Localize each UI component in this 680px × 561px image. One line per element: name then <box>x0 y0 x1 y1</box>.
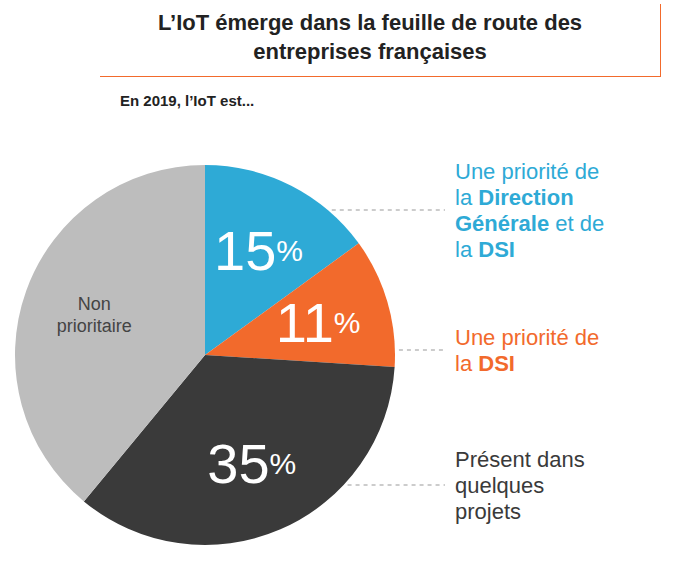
svg-text:Non: Non <box>78 294 111 314</box>
svg-text:projets: projets <box>455 499 521 524</box>
html-text:En 2019, l’IoT est...: En 2019, l’IoT est... <box>120 92 255 109</box>
svg-text:35%: 35% <box>207 432 296 495</box>
svg-text:11%: 11% <box>276 291 361 354</box>
svg-text:Présent dans: Présent dans <box>455 447 585 472</box>
svg-text:la Direction: la Direction <box>455 185 574 210</box>
html-text:L’IoT émerge dans la feuille d: L’IoT émerge dans la feuille de route de… <box>157 10 583 64</box>
svg-text:Générale et de: Générale et de <box>455 211 604 236</box>
svg-text:la DSI: la DSI <box>455 237 515 262</box>
svg-text:15%: 15% <box>214 219 303 282</box>
svg-text:Une priorité de: Une priorité de <box>455 325 599 350</box>
svg-text:quelques: quelques <box>455 473 544 498</box>
svg-text:la DSI: la DSI <box>455 351 515 376</box>
svg-text:prioritaire: prioritaire <box>57 316 132 336</box>
svg-text:Une priorité de: Une priorité de <box>455 159 599 184</box>
